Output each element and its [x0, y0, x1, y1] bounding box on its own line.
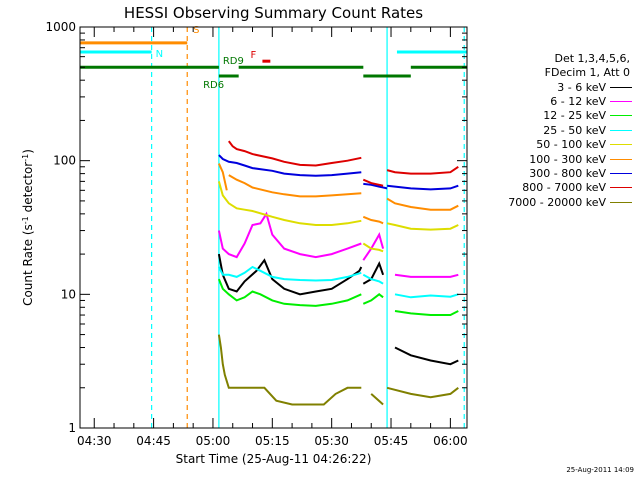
series-5-segment-3	[386, 197, 459, 211]
legend-label-5: 100 - 300 keV	[529, 152, 606, 166]
legend-swatch-2	[610, 115, 632, 117]
legend-swatch-8	[610, 201, 632, 203]
x-tick-label-1: 04:45	[136, 434, 171, 448]
legend-swatch-4	[610, 144, 632, 146]
y-axis-label-part-0: Count Rate (s	[21, 224, 35, 306]
state-label-4: RD9	[223, 56, 244, 67]
y-tick-label-2: 100	[53, 154, 76, 168]
legend-swatch-0	[610, 86, 632, 88]
x-tick-label-0: 04:30	[77, 434, 112, 448]
series-6-segment-1	[363, 182, 388, 190]
series-0-segment-2	[394, 346, 459, 366]
series-0-segment-0	[217, 253, 363, 296]
y-tick-label-3: 1000	[45, 20, 76, 34]
state-label-1: N	[156, 49, 163, 60]
legend: Det 1,3,4,5,6, FDecim 1, Att 0 3 - 6 keV…	[478, 52, 636, 210]
series-7-segment-1	[362, 178, 384, 187]
legend-label-8: 7000 - 20000 keV	[508, 195, 606, 209]
series-7-segment-0	[228, 140, 362, 167]
x-tick-label-5: 05:45	[374, 434, 409, 448]
series-2-segment-0	[217, 278, 362, 307]
legend-label-7: 800 - 7000 keV	[522, 181, 606, 195]
series-3-segment-0	[218, 265, 362, 282]
series-1-segment-0	[217, 211, 362, 259]
legend-swatch-6	[610, 173, 632, 175]
legend-label-0: 3 - 6 keV	[557, 80, 606, 94]
legend-swatch-7	[610, 187, 632, 189]
state-label-5: RD6	[203, 80, 224, 91]
series-4-segment-2	[386, 222, 459, 231]
series-6-segment-0	[218, 154, 362, 177]
legend-label-3: 25 - 50 keV	[543, 123, 606, 137]
y-axis-label-part-3: -1	[21, 154, 30, 162]
legend-entry-5: 100 - 300 keV	[478, 152, 636, 166]
series-4-segment-1	[362, 242, 384, 253]
series-6-segment-2	[386, 184, 459, 191]
plot-frame	[79, 26, 468, 429]
legend-entry-3: 25 - 50 keV	[478, 123, 636, 137]
chart-title: HESSI Observing Summary Count Rates	[124, 4, 423, 22]
series-5-segment-2	[362, 215, 384, 225]
y-tick-label-1: 10	[61, 287, 76, 301]
y-axis-label-part-2: detector	[21, 162, 35, 217]
state-label-3: F	[251, 50, 257, 61]
legend-entry-4: 50 - 100 keV	[478, 138, 636, 152]
legend-label-2: 12 - 25 keV	[543, 109, 606, 123]
series-8-segment-1	[370, 393, 384, 406]
series-5-segment-1	[228, 174, 362, 198]
x-tick-label-4: 05:30	[314, 434, 349, 448]
y-axis-label-part-1: -1	[21, 216, 30, 224]
series-5-segment-0	[217, 163, 228, 191]
legend-label-1: 6 - 12 keV	[550, 95, 606, 109]
legend-entry-7: 800 - 7000 keV	[478, 181, 636, 195]
series-4-segment-0	[217, 181, 362, 226]
series-2-segment-1	[362, 293, 384, 305]
legend-entry-0: 3 - 6 keV	[478, 80, 636, 94]
series-8-segment-2	[386, 386, 459, 399]
legend-entry-6: 300 - 800 keV	[478, 166, 636, 180]
series-7-segment-2	[386, 165, 459, 175]
legend-entry-8: 7000 - 20000 keV	[478, 195, 636, 209]
legend-entry-2: 12 - 25 keV	[478, 109, 636, 123]
state-label-0: S	[193, 25, 199, 36]
y-axis-label-part-4: )	[21, 149, 35, 154]
legend-swatch-1	[610, 101, 632, 103]
series-2-segment-2	[394, 310, 459, 316]
series-1-segment-1	[362, 232, 385, 261]
x-tick-label-3: 05:15	[255, 434, 290, 448]
legend-header-line-1: Det 1,3,4,5,6,	[554, 52, 630, 65]
series-3-segment-2	[394, 293, 459, 299]
timestamp: 25-Aug-2011 14:09	[566, 466, 634, 474]
legend-swatch-3	[610, 129, 632, 131]
legend-label-4: 50 - 100 keV	[536, 138, 606, 152]
x-axis-label: Start Time (25-Aug-11 04:26:22)	[176, 452, 372, 466]
y-tick-label-0: 1	[68, 421, 76, 435]
series-8-segment-0	[217, 334, 362, 406]
legend-swatch-5	[610, 158, 632, 160]
x-tick-label-6: 06:00	[433, 434, 468, 448]
x-tick-label-2: 05:00	[196, 434, 231, 448]
series-3-segment-1	[362, 273, 384, 285]
legend-label-6: 300 - 800 keV	[529, 167, 606, 181]
y-axis-label: Count Rate (s-1 detector-1)	[21, 149, 36, 306]
legend-entry-1: 6 - 12 keV	[478, 94, 636, 108]
legend-header-line-2: FDecim 1, Att 0	[544, 66, 630, 79]
series-0-segment-1	[362, 260, 385, 285]
series-1-segment-2	[394, 273, 459, 278]
